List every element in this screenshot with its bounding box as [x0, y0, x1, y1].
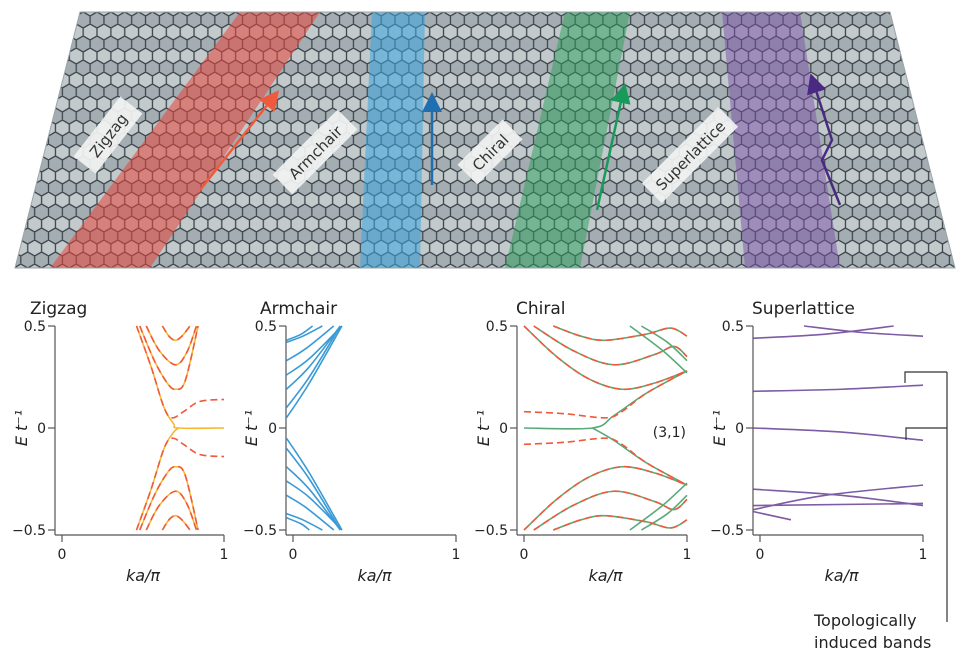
y-tick-label: 0 — [37, 421, 46, 437]
y-axis-label: E t⁻¹ — [710, 410, 729, 446]
band-dashed — [139, 465, 199, 531]
band-solid — [285, 437, 343, 531]
superlattice-arrow — [807, 73, 842, 206]
chart-superlattice: Superlattice 0.5 0 −0.5 0 1 ka/π E t⁻¹ — [710, 299, 927, 585]
band-dashed — [145, 325, 198, 366]
band-dashed — [523, 465, 688, 531]
y-tick-label: 0.5 — [255, 319, 277, 335]
chiral-arrow — [595, 83, 631, 211]
y-axis-label: E t⁻¹ — [242, 410, 261, 446]
y-tick-label: 0.5 — [486, 319, 508, 335]
band-dashed — [553, 325, 688, 342]
band-solid — [286, 512, 323, 531]
band-solid — [161, 325, 191, 342]
band-solid — [640, 494, 688, 531]
chart-title: Superlattice — [752, 299, 855, 319]
y-tick-label: −0.5 — [243, 523, 277, 539]
band-dashed — [523, 437, 688, 486]
y-tick-label: 0.5 — [722, 319, 744, 335]
band-solid — [135, 325, 225, 430]
band-solid — [629, 482, 688, 531]
band-dashed — [533, 490, 688, 531]
band-dashed — [523, 325, 688, 391]
chart-title: Chiral — [516, 299, 566, 319]
y-tick-label: 0.5 — [24, 319, 46, 335]
x-tick-label: 0 — [58, 547, 67, 563]
band-dashed — [533, 325, 688, 366]
band-solid — [285, 325, 341, 409]
band-solid — [286, 325, 335, 362]
band-solid — [161, 514, 191, 531]
y-tick-label: 0 — [735, 421, 744, 437]
x-axis-label: ka/π — [824, 566, 858, 585]
band-solid — [286, 494, 335, 531]
superlattice-stripe — [722, 12, 840, 268]
annotation-line2: induced bands — [814, 633, 931, 652]
chart-chiral: Chiral 0.5 0 −0.5 0 1 ka/π E t⁻¹ (3,1) — [474, 299, 691, 585]
x-tick-label: 1 — [919, 547, 928, 563]
topological-bands-bracket — [904, 371, 948, 622]
y-axis-label: E t⁻¹ — [12, 410, 31, 446]
x-axis-label: ka/π — [126, 566, 160, 585]
chart-title: Zigzag — [30, 299, 87, 319]
band-solid — [135, 427, 180, 531]
band-solid — [640, 325, 688, 362]
band-solid — [286, 325, 343, 376]
x-axis-label: ka/π — [588, 566, 622, 585]
chart-title: Armchair — [260, 299, 337, 319]
band-solid — [286, 325, 323, 344]
band-solid — [629, 325, 688, 374]
band-solid — [533, 325, 688, 366]
x-tick-label: 0 — [756, 547, 765, 563]
band-dashed — [145, 490, 198, 531]
y-tick-label: −0.5 — [710, 523, 744, 539]
x-axis-label: ka/π — [357, 566, 391, 585]
band-solid — [285, 325, 343, 419]
band-solid — [753, 427, 924, 442]
band-solid — [285, 447, 341, 531]
band-dashed — [553, 514, 688, 531]
band-dashed — [523, 370, 688, 419]
band-solid — [803, 325, 924, 337]
band-solid — [753, 510, 792, 521]
band-solid — [523, 370, 688, 430]
x-tick-label: 1 — [220, 547, 229, 563]
x-tick-label: 1 — [683, 547, 692, 563]
band-solid — [533, 490, 688, 531]
armchair-stripe — [360, 12, 425, 268]
zigzag-stripe — [50, 12, 320, 268]
y-tick-label: 0 — [268, 421, 277, 437]
x-tick-label: 1 — [452, 547, 461, 563]
band-dashed — [135, 437, 225, 531]
y-axis-label: E t⁻¹ — [474, 410, 493, 446]
band-solid — [286, 517, 310, 531]
zigzag-arrow — [199, 90, 280, 191]
x-tick-label: 0 — [520, 547, 529, 563]
band-solid — [286, 325, 314, 342]
band-dashed — [135, 325, 225, 419]
band-dashed — [139, 325, 199, 391]
band-solid — [753, 502, 924, 507]
band-solid — [753, 325, 894, 340]
x-tick-label: 0 — [289, 547, 298, 563]
y-tick-label: 0 — [499, 421, 508, 437]
annotation-line1: Topologically — [813, 611, 917, 630]
chirality-label: (3,1) — [653, 425, 686, 441]
band-solid — [286, 480, 343, 531]
band-solid — [753, 384, 924, 393]
y-tick-label: −0.5 — [474, 523, 508, 539]
chiral-stripe — [505, 12, 630, 268]
y-tick-label: −0.5 — [12, 523, 46, 539]
